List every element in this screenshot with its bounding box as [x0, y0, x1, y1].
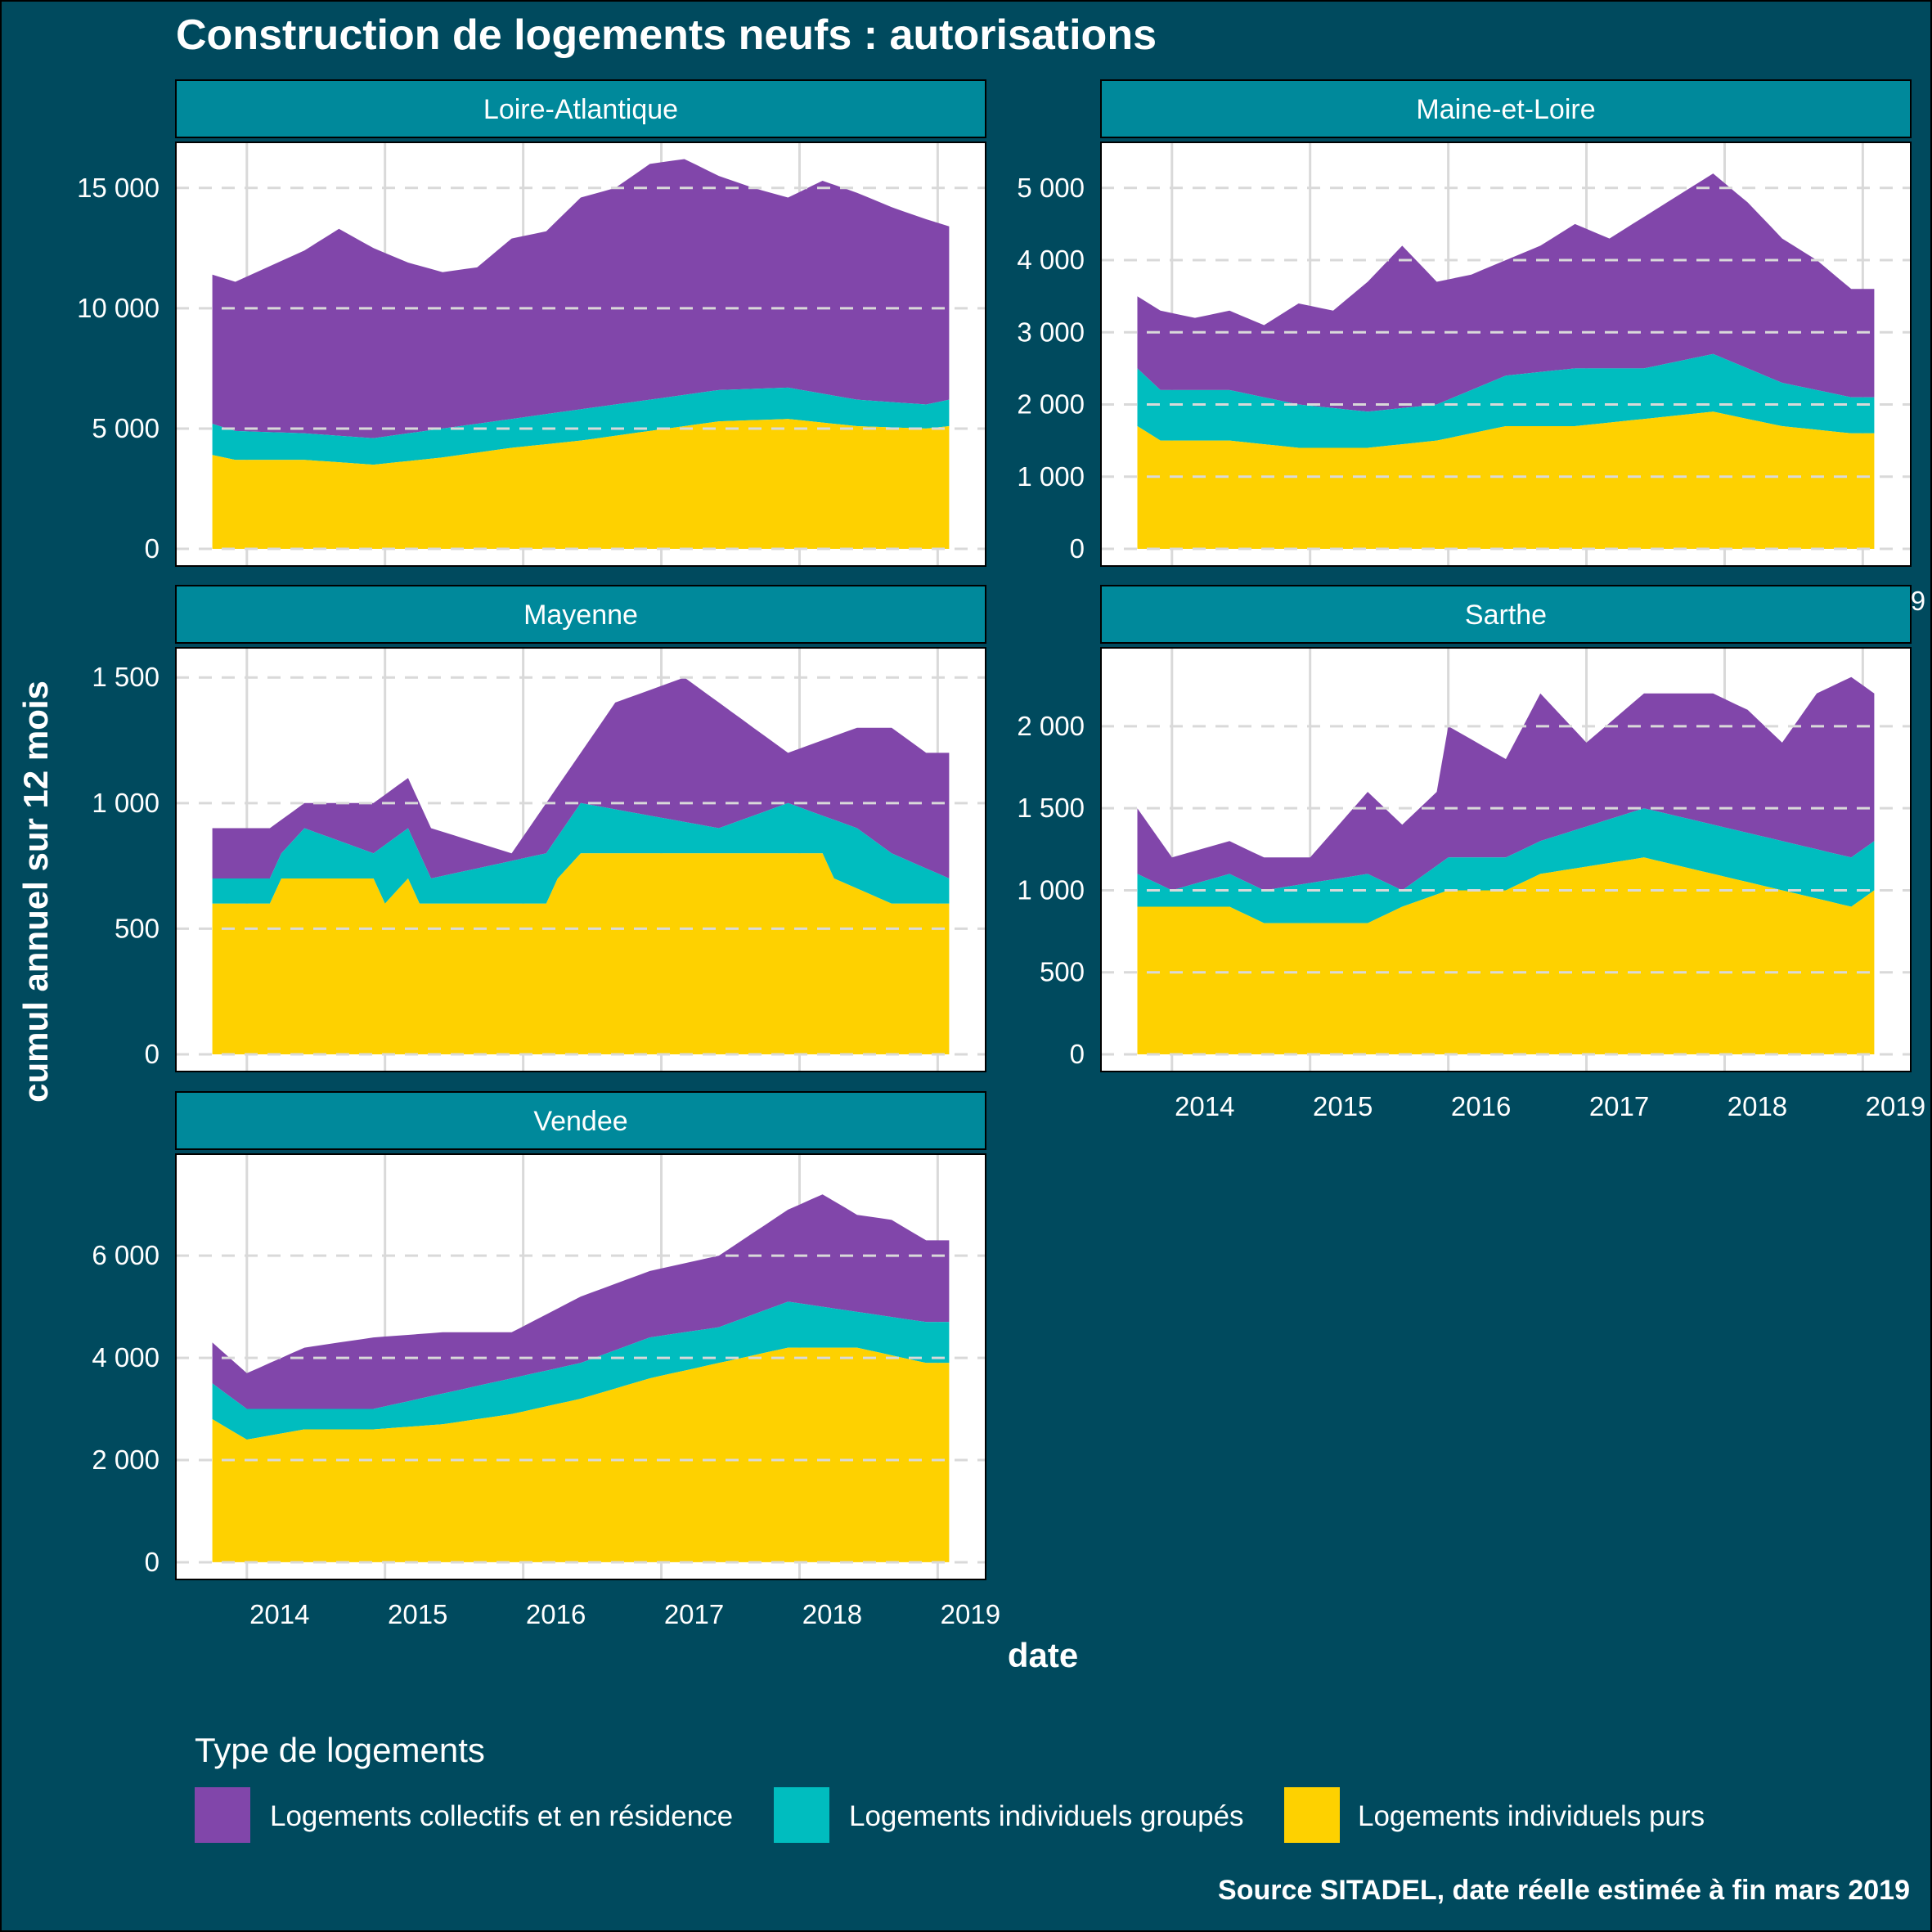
area-groupes — [1137, 808, 1875, 923]
facet-strip-label: Loire-Atlantique — [483, 94, 678, 125]
x-tick-label: 2018 — [1728, 1091, 1787, 1121]
y-tick-label: 3 000 — [1017, 317, 1085, 347]
facet-panel: Sarthe 0 500 1 000 1 500 2 000 2014 2015 2016 201… — [1017, 585, 1925, 1121]
facet-strip — [175, 585, 986, 644]
y-tick-label: 6 000 — [92, 1240, 160, 1270]
area-collectifs — [1137, 676, 1875, 891]
x-tick-label: 2018 — [802, 1599, 862, 1629]
facet-strip-label: Maine-et-Loire — [1416, 94, 1595, 125]
facet-strip-label: Vendee — [533, 1106, 627, 1137]
y-tick-label: 4 000 — [1017, 245, 1085, 275]
area-purs — [212, 853, 950, 1054]
y-tick-label: 500 — [1040, 957, 1085, 987]
x-tick-label: 2015 — [1313, 1091, 1373, 1121]
panel-border — [175, 142, 986, 567]
facet-strip — [1100, 79, 1912, 138]
y-tick-label: 1 000 — [1017, 461, 1085, 492]
legend-item: Logements collectifs et en résidence — [195, 1787, 733, 1843]
panel-border — [175, 1153, 986, 1580]
panel-border — [175, 647, 986, 1072]
area-purs — [1137, 411, 1875, 549]
y-tick-label: 0 — [145, 533, 160, 564]
facet-strip — [1100, 585, 1912, 644]
legend-label: Logements collectifs et en résidence — [270, 1800, 733, 1832]
y-tick-label: 2 000 — [92, 1445, 160, 1475]
x-axis-title: date — [1008, 1636, 1078, 1674]
legend-swatch — [195, 1787, 250, 1843]
facet-panel: Maine-et-Loire 0 1 000 2 000 3 000 4 000 5 000… — [1017, 79, 1925, 616]
source-caption: Source SITADEL, date réelle estimée à fi… — [1218, 1875, 1910, 1906]
area-purs — [212, 1347, 950, 1562]
y-tick-label: 0 — [145, 1547, 160, 1577]
y-tick-label: 5 000 — [1017, 173, 1085, 203]
x-tick-label: 2016 — [1451, 1091, 1511, 1121]
area-collectifs — [212, 1194, 950, 1409]
legend-label: Logements individuels purs — [1358, 1800, 1705, 1832]
area-groupes — [212, 387, 950, 465]
y-tick-label: 1 500 — [1017, 793, 1085, 823]
chart-title: Construction de logements neufs : autori… — [176, 11, 1157, 59]
x-tick-label: 2017 — [664, 1599, 724, 1629]
x-tick-label: 2014 — [249, 1599, 309, 1629]
y-tick-label: 5 000 — [92, 413, 160, 443]
facet-strip-label: Mayenne — [523, 600, 638, 631]
legend: Type de logements Logements collectifs e… — [195, 1731, 1705, 1843]
y-tick-label: 2 000 — [1017, 711, 1085, 741]
facet-strip-label: Sarthe — [1465, 600, 1547, 631]
legend-item: Logements individuels purs — [1284, 1787, 1705, 1843]
y-tick-label: 0 — [145, 1039, 160, 1069]
y-axis-title: cumul annuel sur 12 mois — [16, 681, 55, 1103]
x-tick-label: 2015 — [388, 1599, 447, 1629]
y-tick-label: 0 — [1070, 533, 1085, 564]
legend-swatch — [774, 1787, 829, 1843]
legend-swatch — [1284, 1787, 1340, 1843]
y-tick-label: 0 — [1070, 1039, 1085, 1069]
y-tick-label: 1 500 — [92, 662, 160, 692]
y-tick-label: 10 000 — [77, 293, 160, 323]
x-tick-label: 2019 — [1866, 1091, 1925, 1121]
area-groupes — [1137, 353, 1875, 448]
facet-panel: Mayenne 0 500 1 000 1 500 — [92, 585, 986, 1072]
facet-strip — [175, 79, 986, 138]
x-tick-label: 2017 — [1589, 1091, 1649, 1121]
x-tick-label: 2014 — [1175, 1091, 1234, 1121]
legend-label: Logements individuels groupés — [849, 1800, 1244, 1832]
area-groupes — [212, 802, 950, 904]
area-collectifs — [212, 677, 950, 878]
area-purs — [1137, 857, 1875, 1054]
facet-panels: Loire-Atlantique 0 5 000 10 000 15 000 Maine-… — [77, 79, 1925, 1629]
legend-item: Logements individuels groupés — [774, 1787, 1244, 1843]
y-tick-label: 4 000 — [92, 1342, 160, 1373]
facet-panel: Loire-Atlantique 0 5 000 10 000 15 000 — [77, 79, 986, 567]
y-tick-label: 500 — [115, 913, 160, 943]
area-collectifs — [1137, 173, 1875, 412]
y-tick-label: 1 000 — [92, 788, 160, 818]
y-tick-label: 15 000 — [77, 173, 160, 203]
area-collectifs — [212, 159, 950, 438]
panel-border — [1100, 142, 1912, 567]
x-tick-label: 2016 — [526, 1599, 586, 1629]
area-purs — [212, 419, 950, 549]
facet-strip — [175, 1091, 986, 1150]
facet-panel: Vendee 0 2 000 4 000 6 000 2014 2015 2016 2017 20… — [92, 1091, 1000, 1629]
legend-title: Type de logements — [195, 1731, 485, 1769]
y-tick-label: 2 000 — [1017, 389, 1085, 420]
area-groupes — [212, 1301, 950, 1440]
panel-border — [1100, 647, 1912, 1072]
y-tick-label: 1 000 — [1017, 874, 1085, 905]
x-tick-label: 2019 — [941, 1599, 1000, 1629]
